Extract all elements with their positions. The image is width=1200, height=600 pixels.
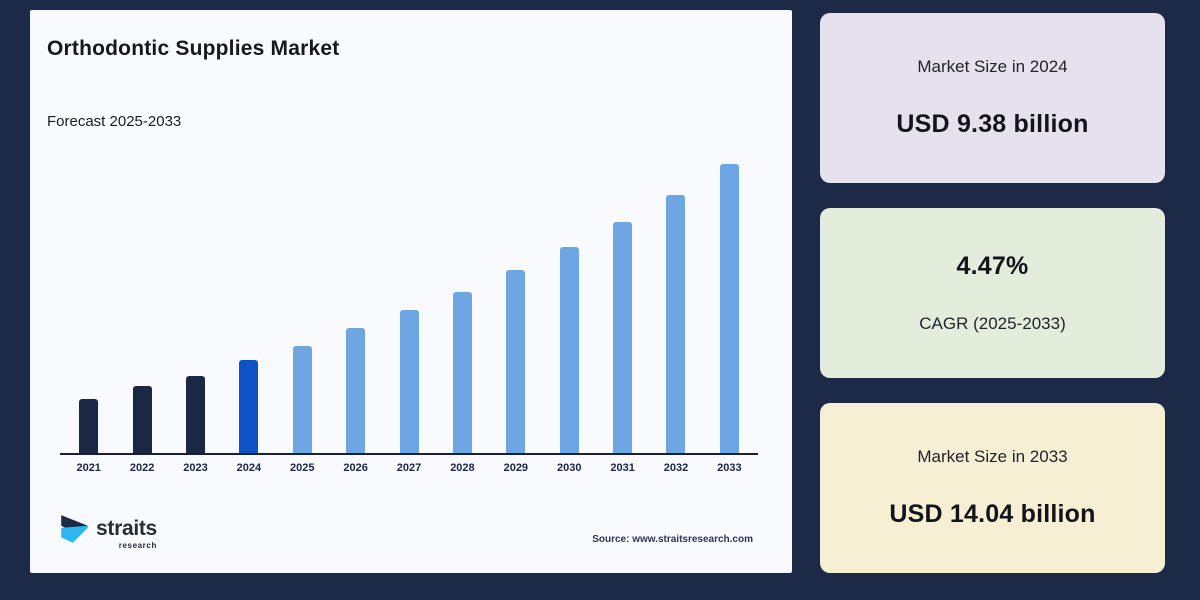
logo-subname: research	[118, 541, 157, 550]
stat-cards-column: Market Size in 2024 USD 9.38 billion 4.47%…	[820, 13, 1165, 573]
bar-column-2021	[62, 163, 115, 453]
stat-card-value: 4.47%	[956, 252, 1029, 280]
plot-area	[62, 163, 756, 453]
x-tick-2029: 2029	[503, 462, 529, 474]
straits-research-logo: straits research	[60, 514, 157, 553]
x-tick-2023: 2023	[183, 462, 208, 474]
chart-panel: Orthodontic Supplies Market Forecast 202…	[30, 10, 792, 573]
logo-mark-icon	[60, 514, 90, 553]
bar-2032	[666, 195, 686, 453]
stat-card-3: Market Size in 2033 USD 14.04 billion	[820, 403, 1165, 573]
x-axis-line	[60, 453, 758, 455]
bar-2030	[559, 247, 579, 453]
bar-2022	[132, 386, 152, 453]
x-tick-2030: 2030	[556, 462, 582, 474]
stat-card-2: 4.47% CAGR (2025-2033)	[820, 208, 1165, 378]
x-tick-2026: 2026	[343, 462, 368, 474]
stat-card-label: CAGR (2025-2033)	[919, 314, 1066, 333]
x-tick-2024: 2024	[236, 462, 262, 474]
bar-2031	[613, 222, 633, 453]
x-tick-2032: 2032	[663, 462, 689, 474]
x-tick-2031: 2031	[610, 462, 635, 474]
logo-name: straits	[96, 517, 157, 540]
x-tick-2025: 2025	[290, 462, 315, 474]
logo-text: straits research	[96, 518, 157, 550]
bar-column-2032	[649, 163, 702, 453]
bar-column-2030	[543, 163, 596, 453]
bar-2024	[239, 360, 259, 453]
bar-column-2024	[222, 163, 275, 453]
bar-column-2033	[703, 163, 756, 453]
stat-card-label: Market Size in 2024	[917, 57, 1068, 76]
bar-column-2022	[115, 163, 168, 453]
x-tick-2027: 2027	[396, 462, 422, 474]
stat-card-value: USD 9.38 billion	[896, 110, 1089, 138]
bar-column-2031	[596, 163, 649, 453]
chart-title: Orthodontic Supplies Market	[47, 37, 340, 60]
bar-column-2026	[329, 163, 382, 453]
bar-2025	[292, 346, 312, 453]
bar-2026	[346, 328, 366, 453]
bar-2023	[185, 376, 205, 453]
bar-column-2027	[382, 163, 435, 453]
stat-card-value: USD 14.04 billion	[889, 500, 1096, 528]
bar-2033	[719, 164, 739, 453]
bar-column-2025	[276, 163, 329, 453]
bar-column-2023	[169, 163, 222, 453]
x-tick-2028: 2028	[450, 462, 475, 474]
bar-column-2029	[489, 163, 542, 453]
chart-subtitle: Forecast 2025-2033	[47, 113, 182, 130]
x-axis-labels: 2021 2022 2023 2024 2025 2026 2027 2028 2029 2030…	[62, 462, 756, 474]
bar-2021	[79, 399, 99, 453]
stat-card-label: Market Size in 2033	[917, 447, 1068, 466]
bar-2028	[452, 292, 472, 453]
x-tick-2033: 2033	[717, 462, 742, 474]
x-tick-2021: 2021	[76, 462, 101, 474]
stat-card-1: Market Size in 2024 USD 9.38 billion	[820, 13, 1165, 183]
source-attribution: Source: www.straitsresearch.com	[592, 534, 753, 545]
bar-2027	[399, 310, 419, 453]
bar-2029	[506, 270, 526, 453]
x-tick-2022: 2022	[129, 462, 155, 474]
bar-column-2028	[436, 163, 489, 453]
